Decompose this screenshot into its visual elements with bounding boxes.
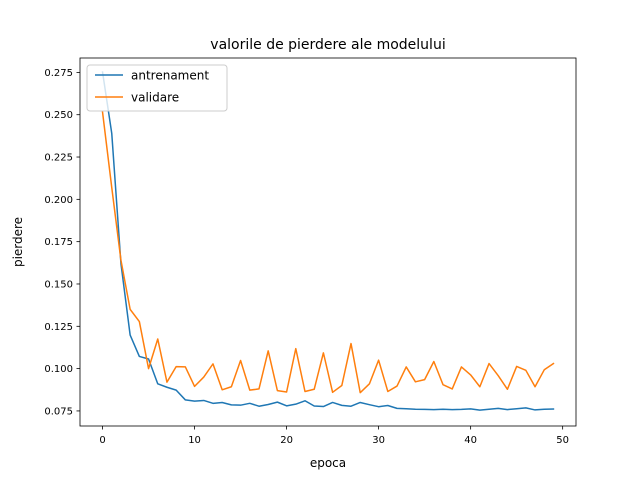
x-tick-label: 40 <box>464 435 477 446</box>
x-tick-label: 0 <box>99 435 105 446</box>
chart-title: valorile de pierdere ale modelului <box>210 37 445 53</box>
y-axis-ticks: 0.075 0.100 0.125 0.150 0.175 0.200 0.225 0.250… <box>44 68 80 417</box>
legend: antrenament validare <box>86 64 228 112</box>
y-axis-label: pierdere <box>11 217 25 267</box>
series-line-antrenament <box>101 71 555 411</box>
y-tick-label: 0.225 <box>44 153 73 164</box>
y-tick-label: 0.100 <box>44 364 73 375</box>
y-tick-label: 0.200 <box>44 195 73 206</box>
series-layer <box>101 71 555 411</box>
y-tick-label: 0.250 <box>44 110 73 121</box>
legend-label-antrenament: antrenament <box>131 69 209 83</box>
x-tick-label: 30 <box>372 435 385 446</box>
y-tick-label: 0.075 <box>44 406 73 417</box>
x-tick-label: 20 <box>280 435 293 446</box>
y-tick-label: 0.275 <box>44 68 73 79</box>
y-tick-label: 0.125 <box>44 322 73 333</box>
x-axis-label: epoca <box>310 456 346 470</box>
y-tick-label: 0.150 <box>44 279 73 290</box>
legend-box <box>86 64 228 112</box>
series-line-validare <box>101 111 555 394</box>
x-tick-label: 50 <box>556 435 569 446</box>
x-tick-label: 10 <box>188 435 201 446</box>
y-tick-label: 0.175 <box>44 237 73 248</box>
legend-label-validare: validare <box>131 91 179 105</box>
x-axis-ticks: 0 10 20 30 40 50 <box>99 426 569 446</box>
